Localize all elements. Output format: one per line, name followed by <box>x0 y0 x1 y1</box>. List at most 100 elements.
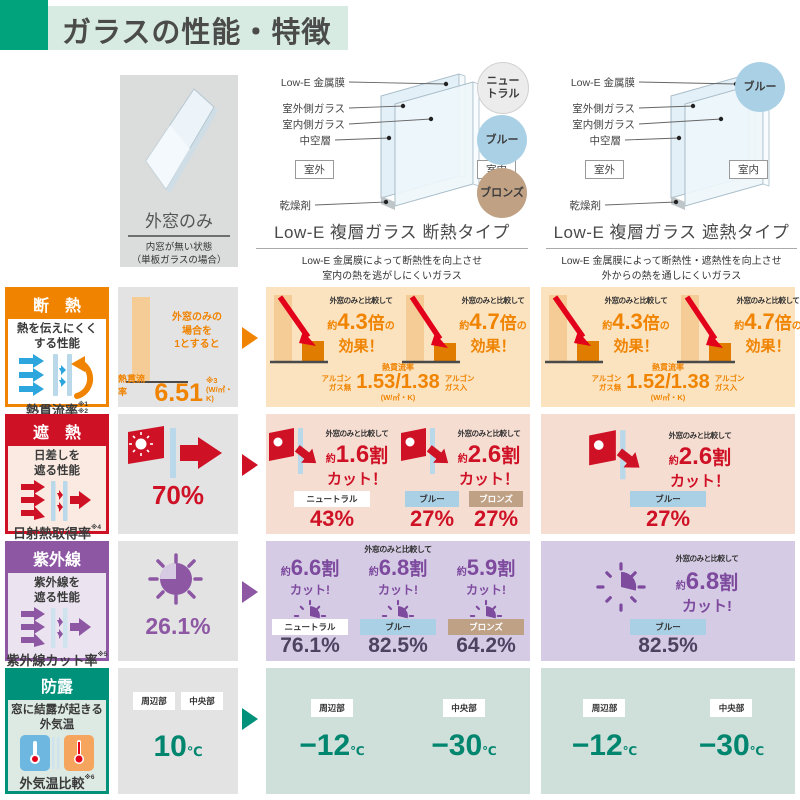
comparison-note: 外窓のみと比較して <box>736 296 800 305</box>
comparison-note: 外窓のみと比較して <box>675 554 739 563</box>
label-outer-glass: 室外側ガラス <box>572 103 635 115</box>
metric-text: 外気温比較 <box>19 775 85 791</box>
cut-label: カット! <box>682 598 732 615</box>
cut-value: 約 5.9 割 <box>456 555 516 580</box>
variant-chip-blue: ブルー <box>630 490 706 507</box>
dew-temperature: −12℃ <box>571 729 638 762</box>
comparison-item: 外窓のみと比較して 約 2.6 割 カット！ ブルー 27% ブロンズ 27% <box>398 414 530 534</box>
color-swatch-bronze: ブロンズ <box>477 168 527 218</box>
comparison-note: 外窓のみと比較して <box>364 545 432 554</box>
dew-result: 中央部 −30℃ <box>699 699 764 763</box>
comparison-item: 約 6.8 割 カット! ブルー 82.5% <box>355 541 441 661</box>
baseline-axis <box>126 381 188 383</box>
metric-footnote: ※6 <box>84 773 95 781</box>
diagram-description: Low-E 金属膜によって断熱性を向上させ 室内の熱を逃がしにくいガラス <box>301 256 483 282</box>
uv-shanetsu-cell: 外窓のみと比較して 約 6.8 割 カット! ブルー 82.5% <box>541 541 795 661</box>
u-value-numbers: 1.52/1.38 <box>626 371 710 393</box>
sun-through-glass-icon <box>128 426 222 478</box>
flow-arrow <box>242 581 258 603</box>
metric-label: 紫外線カット率※5 <box>7 650 108 669</box>
dew-shanetsu-cell: 周辺部 −12℃ 中央部 −30℃ <box>541 668 795 794</box>
divider <box>256 248 528 249</box>
insulation-baseline-cell: 外窓のみの 場合を 1とすると 熱貫流率 6.51 ※3 (W/㎡・K) <box>118 287 238 407</box>
label-lowe-film: Low-E 金属膜 <box>570 77 635 89</box>
u-value-numbers: 1.53/1.38 <box>356 371 440 393</box>
center-chip: 中央部 <box>181 692 223 710</box>
shading-type-diagram: Low-E 金属膜 室外側ガラス 室内側ガラス 中空層 乾燥剤 室外 室内 Lo… <box>543 62 800 287</box>
category-description: 紫外線を 遮る性能 <box>34 577 80 604</box>
outside-box: 室外 <box>295 160 334 179</box>
argon-with-label: アルゴン ガス入 <box>714 373 745 392</box>
shading-shanetsu-cell: 外窓のみと比較して 約 2.6 割 カット！ ブルー 27% <box>541 414 795 534</box>
effect-value: 約 4.3 倍の <box>602 309 670 334</box>
sun-pie-icon <box>148 553 203 605</box>
thermometer-icons <box>20 733 94 773</box>
metric-label: 外気温比較※6 <box>20 773 95 792</box>
center-chip: 中央部 <box>710 699 753 717</box>
flow-arrow <box>242 708 258 730</box>
diagram-title: Low-E 複層ガラス 遮熱タイプ <box>553 223 790 242</box>
variant-result: ブルー 82.5% <box>630 618 706 657</box>
color-swatch-neutral: ニュー トラル <box>477 62 529 114</box>
category-description: 日差しを 遮る性能 <box>34 450 80 477</box>
variant-percent: 27% <box>645 505 691 531</box>
comparison-item: 外窓のみと比較して 約 4.3 倍の 効果！ <box>268 289 396 371</box>
effect-value: 約 4.7 倍の <box>734 309 800 334</box>
insulation-shanetsu-cell: 外窓のみと比較して 約 4.3 倍の 効果！ 外窓のみと比較して <box>541 287 800 407</box>
edge-chip: 周辺部 <box>310 699 353 717</box>
label-inner-glass: 室内側ガラス <box>572 119 635 131</box>
variant-chip-bronze: ブロンズ <box>448 618 524 635</box>
shading-baseline-cell: 70% <box>118 414 238 534</box>
flow-arrow <box>242 327 258 349</box>
u-value-label: 熱貫流率 <box>651 363 684 372</box>
comparison-item: 外窓のみと比較して 約 1.6 割 カット！ ニュートラル 43% <box>266 414 398 534</box>
outer-window-only-label: 外窓のみ <box>145 212 213 231</box>
metric-text: 日射熱取得率 <box>13 525 92 541</box>
sun-blocked-icon <box>589 430 640 480</box>
effect-label: 効果！ <box>613 338 659 355</box>
dew-baseline-cell: 周辺部 中央部 10℃ <box>118 668 238 794</box>
bar-comparison-chart <box>677 295 735 364</box>
category-header: 断 熱 <box>8 290 106 319</box>
title-banner <box>30 6 348 50</box>
page-title: ガラスの性能・特徴 <box>62 17 332 49</box>
comparison-item: 外窓のみと比較して 約 4.7 倍の 効果！ <box>400 289 528 371</box>
variant-percent: 27% <box>473 505 519 531</box>
metric-footnote: ※1 ※2 <box>78 400 88 416</box>
flow-arrow <box>242 454 258 476</box>
u-value-label: 熱貫流率 <box>118 374 146 397</box>
comparison-note: 外窓のみと比較して <box>604 296 668 305</box>
shading-category-card: 遮 熱 日差しを 遮る性能 日射熱取得率※4 <box>5 414 109 541</box>
label-air-layer: 中空層 <box>589 135 622 147</box>
outer-window-note: 内窓が無い状態 （単板ガラスの場合） <box>131 242 227 267</box>
sun-blocked-icon <box>269 428 317 474</box>
solar-gain-value: 70% <box>151 480 205 510</box>
variant-percent: 76.1% <box>280 633 340 657</box>
insulation-row: 断 熱 熱を伝えにくく する性能 <box>0 287 800 418</box>
dew-temperature: −30℃ <box>431 729 497 762</box>
cut-value: 約 6.8 割 <box>675 568 739 595</box>
cut-label: カット! <box>290 583 330 597</box>
dew-row: 防露 窓に結露が起きる 外気温 外気温比較※6 <box>0 668 800 794</box>
u-value-comparison: アルゴン ガス無 熱貫流率 1.53/1.38 (W/㎡・K) アルゴン ガス入 <box>266 362 530 403</box>
metric-footnote: ※5 <box>97 650 108 658</box>
outer-window-only-card: 外窓のみ 内窓が無い状態 （単板ガラスの場合） <box>120 75 238 267</box>
dew-temperature: −30℃ <box>698 729 765 762</box>
uv-danetsu-cell: 外窓のみと比較して 約 6.6 割 カット! <box>266 541 530 661</box>
label-desiccant: 乾燥剤 <box>279 200 312 212</box>
variant-result: ニュートラル 76.1% <box>272 618 348 657</box>
dew-result: 周辺部 −12℃ <box>299 699 365 763</box>
sun-blocked-icon <box>401 428 449 474</box>
bar-comparison-chart <box>402 295 460 364</box>
variant-result: ブルー 82.5% <box>360 618 436 657</box>
uv-cut-value: 26.1% <box>145 613 211 639</box>
dew-temperature: 10℃ <box>153 730 203 763</box>
label-inner-glass: 室内側ガラス <box>282 119 345 131</box>
edge-chip: 周辺部 <box>583 699 626 717</box>
variant-chip-blue: ブルー <box>405 490 459 507</box>
variant-percent: 64.2% <box>456 633 516 657</box>
variant-percent: 43% <box>309 505 355 531</box>
argon-with-label: アルゴン ガス入 <box>444 373 475 392</box>
divider <box>546 248 797 249</box>
comparison-item: 外窓のみと比較して 約 4.3 倍の 効果！ <box>543 289 671 371</box>
